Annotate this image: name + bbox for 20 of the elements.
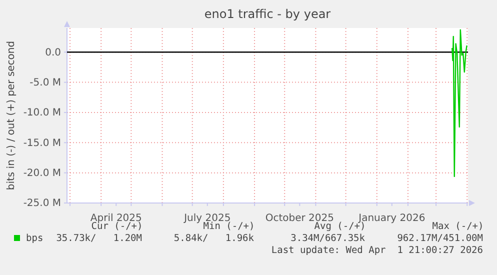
y-tick-label: -5.0 M — [30, 78, 61, 89]
y-tick-label: -20.0 M — [23, 168, 61, 180]
x-tick-label: January 2026 — [358, 213, 426, 224]
legend-label: bps — [26, 233, 44, 244]
text: Last update: Wed Apr 1 21:00:27 2026 — [271, 245, 484, 256]
text: 35.73k/ 1.20M — [56, 233, 142, 244]
text: Avg (-/+) — [314, 221, 366, 232]
text: Min (-/+) — [203, 221, 255, 232]
line-series — [451, 29, 468, 178]
text: 3.34M/667.35k — [290, 233, 366, 244]
text: Max (-/+) — [432, 221, 484, 232]
text: Cur (-/+) — [91, 221, 143, 232]
y-tick-label: -15.0 M — [23, 138, 61, 149]
chart-title: eno1 traffic - by year — [204, 7, 331, 21]
y-tick-label: 0.0 — [45, 47, 61, 58]
text: 5.84k/ 1.96k — [174, 233, 254, 244]
text: 962.17M/451.00M — [397, 233, 484, 244]
y-tick-label: -25.0 M — [23, 198, 61, 210]
y-tick-label: -10.0 M — [23, 108, 61, 119]
y-axis-title: bits in (-) / out (+) per second — [6, 40, 17, 190]
